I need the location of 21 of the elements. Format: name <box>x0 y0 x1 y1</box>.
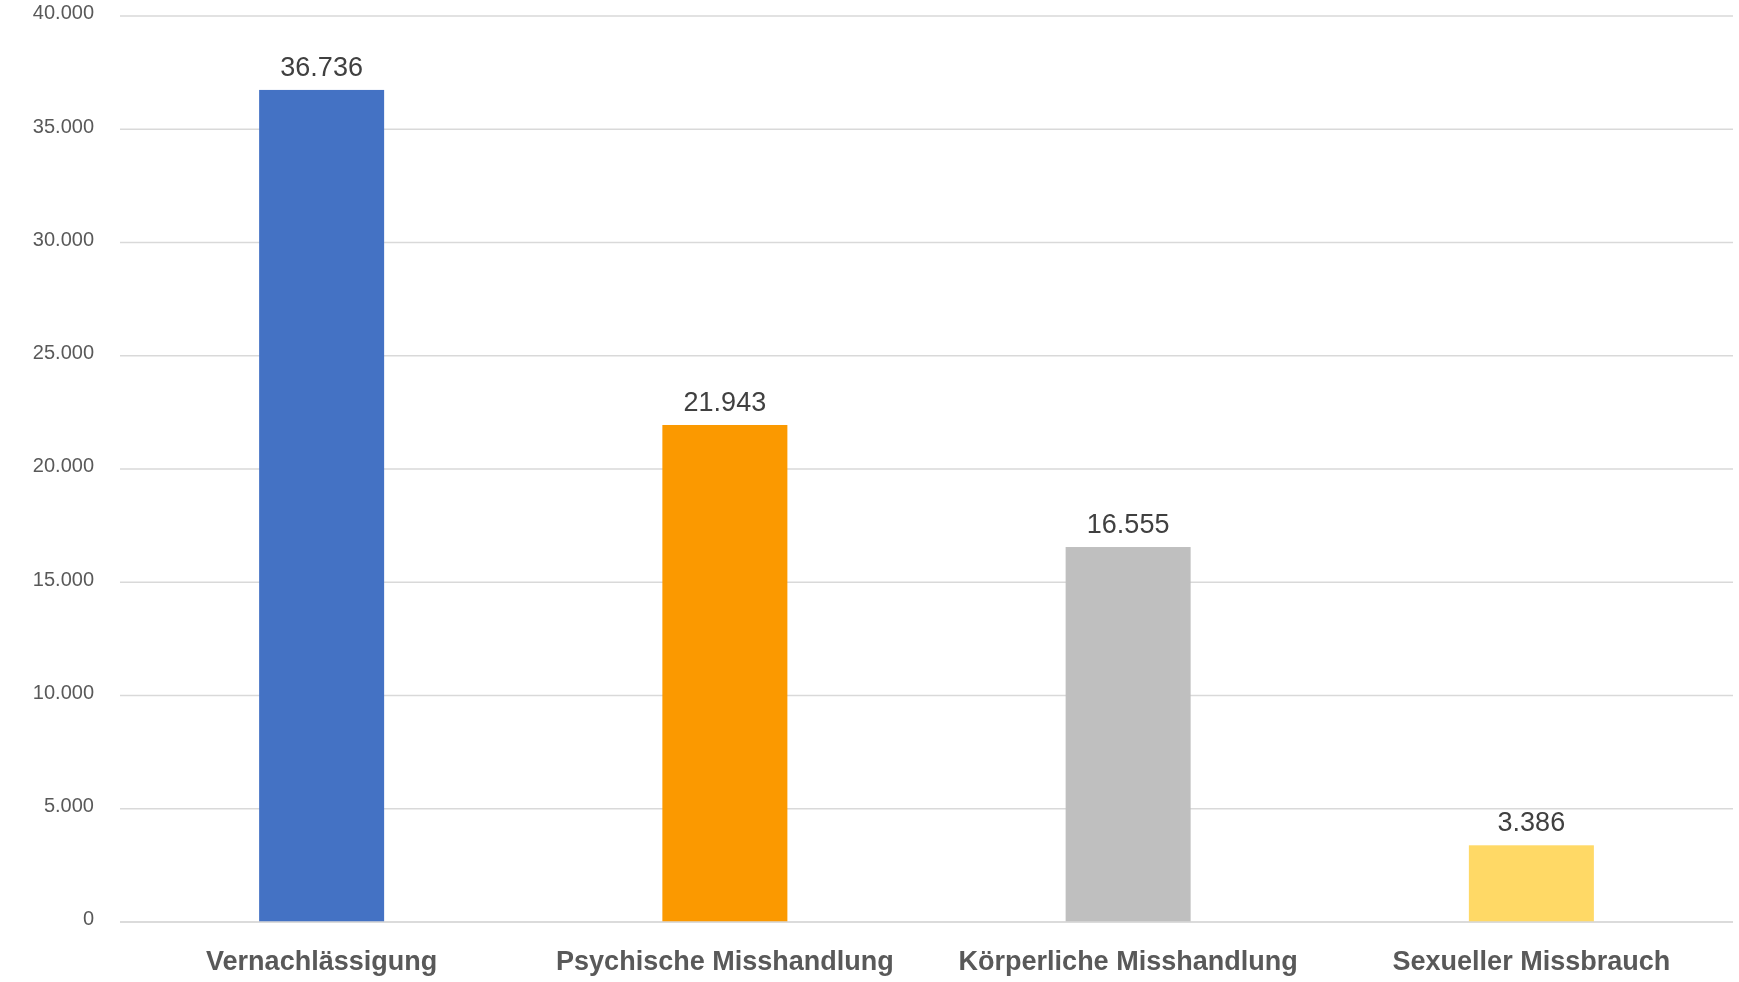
bar <box>1468 845 1594 922</box>
bar <box>662 424 788 922</box>
y-tick-label: 35.000 <box>32 114 94 137</box>
data-label: 36.736 <box>280 51 363 82</box>
x-tick-label: Körperliche Misshandlung <box>958 946 1298 976</box>
data-label: 3.386 <box>1497 807 1566 838</box>
y-tick-label: 30.000 <box>32 227 94 250</box>
y-tick-label: 40.000 <box>32 1 94 24</box>
x-tick-label: Psychische Misshandlung <box>556 946 894 976</box>
bar <box>1065 547 1191 922</box>
y-tick-label: 25.000 <box>32 341 94 364</box>
y-tick-label: 5.000 <box>43 794 94 817</box>
y-tick-label: 15.000 <box>32 567 94 590</box>
y-tick-label: 0 <box>82 907 94 930</box>
y-tick-label: 20.000 <box>32 454 94 477</box>
data-label: 21.943 <box>683 386 767 417</box>
y-tick-label: 10.000 <box>32 680 94 703</box>
x-tick-label: Vernachlässigung <box>206 946 438 976</box>
bar <box>259 89 385 922</box>
data-label: 16.555 <box>1086 509 1170 540</box>
x-tick-label: Sexueller Missbrauch <box>1392 946 1671 976</box>
